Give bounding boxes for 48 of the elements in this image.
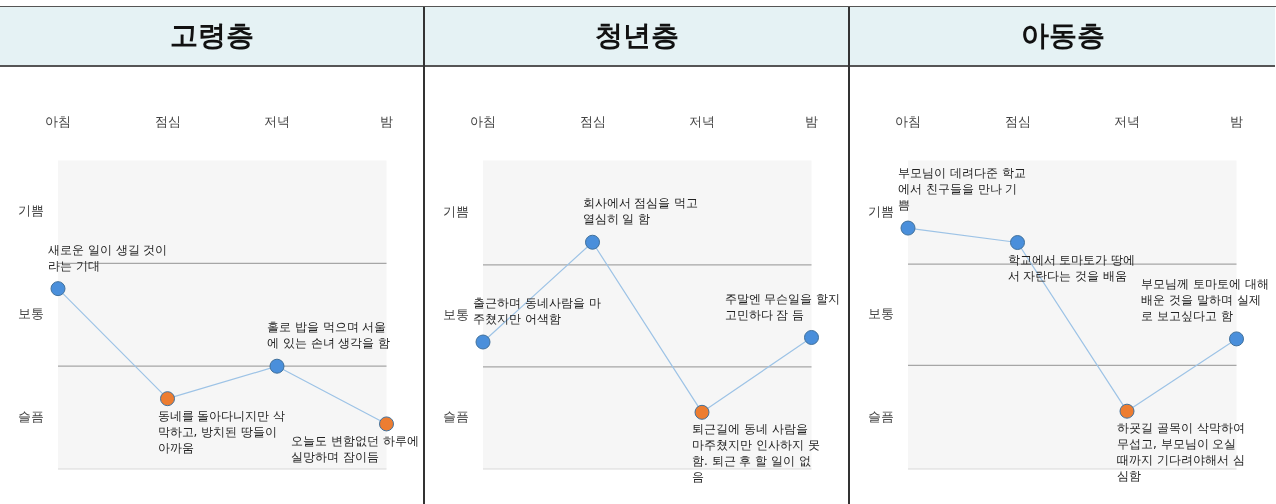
band-label: 보통 xyxy=(443,307,469,323)
annotation: 동네를 돌아다니지만 삭막하고, 방치된 땅들이 아까움 xyxy=(157,408,286,455)
x-tick-label: 저녁 xyxy=(264,114,290,130)
x-tick-label: 아침 xyxy=(45,114,71,130)
point xyxy=(269,358,285,374)
annotation: 학교에서 토마토가 땅에서 자란다는 것을 배움 xyxy=(1007,252,1136,283)
annotation: 새로운 일이 생길 것이라는 기대 xyxy=(48,242,168,273)
band-label: 기쁨 xyxy=(443,204,469,220)
chart-title: 아동층 xyxy=(850,7,1275,67)
x-tick-label: 아침 xyxy=(470,114,496,130)
x-tick-label: 밤 xyxy=(1230,114,1243,130)
point xyxy=(50,281,66,297)
annotation: 부모님께 토마토에 대해 배운 것을 말하며 실제로 보고싶다고 함 xyxy=(1141,277,1270,324)
annotation: 하굣길 골목이 삭막하여 무섭고, 부모님이 오실때까지 기다려야해서 심심함 xyxy=(1117,421,1245,484)
x-tick-label: 점심 xyxy=(154,114,181,130)
point xyxy=(1010,235,1025,251)
annotation: 오늘도 변함없던 하루에 실망하며 잠이듬 xyxy=(291,434,420,465)
annotation: 회사에서 점심을 먹고 열심히 일 함 xyxy=(582,196,702,227)
band-label: 보통 xyxy=(18,306,44,322)
band-label: 슬픔 xyxy=(868,408,894,424)
point xyxy=(694,404,710,420)
point xyxy=(1119,403,1135,419)
band-label: 기쁨 xyxy=(18,203,44,219)
point xyxy=(1229,331,1244,347)
x-tick-label: 저녁 xyxy=(689,114,715,130)
point xyxy=(379,416,394,432)
annotation: 부모님이 데려다준 학교에서 친구들을 만나 기쁨 xyxy=(898,166,1026,213)
x-tick-label: 저녁 xyxy=(1114,114,1140,130)
x-tick-label: 밤 xyxy=(805,114,818,130)
chart-title: 고령층 xyxy=(0,7,423,67)
chart-title: 청년층 xyxy=(425,7,848,67)
x-tick-label: 점심 xyxy=(579,114,606,130)
annotation: 퇴근길에 동네 사람을 마주쳤지만 인사하지 못함. 퇴근 후 할 일이 없음 xyxy=(692,422,820,485)
annotation: 홀로 밥을 먹으며 서울에 있는 손녀 생각을 함 xyxy=(267,320,391,351)
annotation: 출근하며 동네사람을 마주쳤지만 어색함 xyxy=(473,296,601,327)
band-label: 슬픔 xyxy=(18,408,44,424)
band-label: 슬픔 xyxy=(443,409,469,425)
x-tick-label: 아침 xyxy=(895,114,921,130)
point xyxy=(475,334,491,350)
point xyxy=(585,234,600,250)
x-tick-label: 밤 xyxy=(380,114,393,130)
x-tick-label: 점심 xyxy=(1004,114,1031,130)
point xyxy=(804,329,819,345)
band-label: 보통 xyxy=(868,306,894,322)
band-label: 기쁨 xyxy=(868,203,894,219)
annotation: 주말엔 무슨일을 할지 고민하다 잠 듬 xyxy=(724,291,845,322)
point xyxy=(900,220,916,236)
point xyxy=(160,391,175,407)
